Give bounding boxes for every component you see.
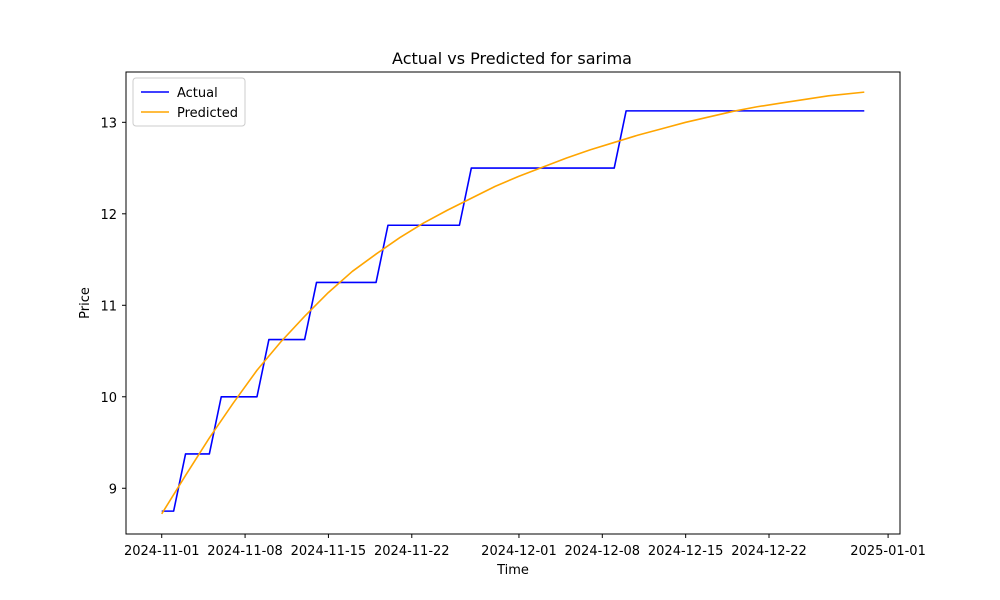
x-tick-label: 2024-11-01 (124, 544, 200, 559)
x-tick-label: 2024-12-15 (648, 544, 724, 559)
legend-label-actual: Actual (177, 86, 218, 101)
y-tick-label: 10 (100, 391, 117, 406)
chart-title: Actual vs Predicted for sarima (392, 49, 632, 68)
y-tick-label: 9 (109, 482, 117, 497)
y-axis-label: Price (78, 287, 93, 319)
y-tick-label: 13 (100, 116, 117, 131)
axes-frame (125, 71, 901, 535)
x-tick-label: 2024-11-15 (291, 544, 367, 559)
x-tick-label: 2024-11-08 (207, 544, 283, 559)
series-layer (161, 91, 865, 515)
y-axis: 9 10 11 12 13 (100, 116, 126, 497)
x-axis: 2024-11-01 2024-11-08 2024-11-15 2024-11-22… (124, 534, 926, 559)
y-tick-label: 12 (100, 208, 117, 223)
y-tick-label: 11 (100, 299, 117, 314)
x-tick-label: 2024-12-01 (481, 544, 557, 559)
x-axis-label: Time (496, 563, 529, 578)
x-tick-label: 2024-12-22 (731, 544, 807, 559)
x-tick-label: 2025-01-01 (850, 544, 926, 559)
legend-label-predicted: Predicted (177, 106, 238, 121)
legend-box (132, 77, 246, 127)
x-tick-label: 2024-11-22 (374, 544, 450, 559)
legend: Actual Predicted (132, 77, 246, 127)
x-tick-label: 2024-12-08 (565, 544, 641, 559)
series-line-predicted (161, 91, 865, 515)
